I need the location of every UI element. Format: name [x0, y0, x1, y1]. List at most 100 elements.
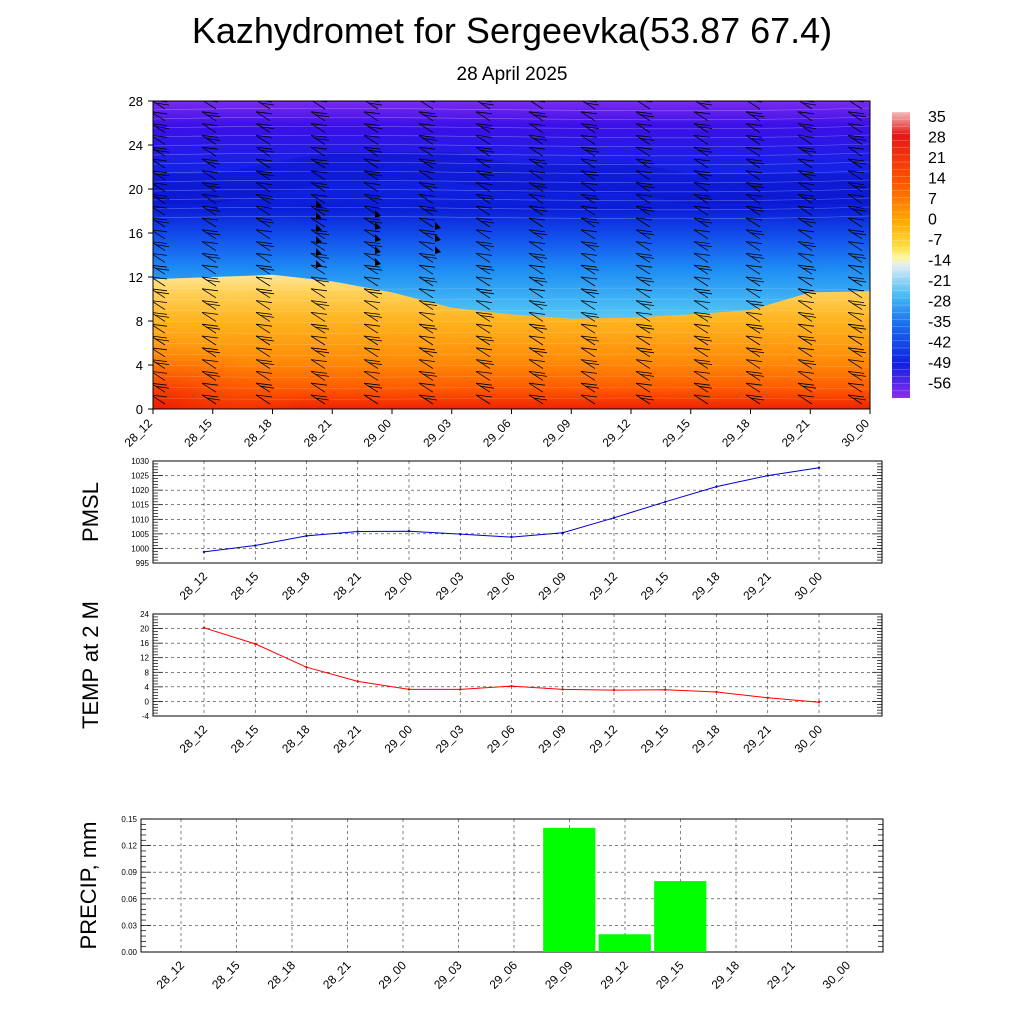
wind-barb-feather	[154, 315, 170, 318]
wind-barb-feather	[153, 265, 168, 268]
wind-barb-feather	[851, 326, 867, 330]
x-tick-label: 28_15	[228, 722, 262, 756]
wind-barb-feather	[745, 241, 763, 244]
wind-barb	[201, 382, 217, 393]
y-tick-label: 1025	[131, 472, 149, 481]
wind-barb-feather	[847, 135, 865, 138]
wind-barb-feather	[580, 300, 598, 303]
wind-barb-feather	[154, 220, 170, 224]
wind-barb-feather	[532, 185, 548, 188]
wind-barb-feather	[259, 173, 275, 177]
wind-barb-feather	[532, 114, 548, 118]
wind-barb-feather	[797, 253, 815, 256]
wind-barb-feather	[847, 359, 865, 362]
wind-barb	[693, 217, 709, 228]
wind-barb	[201, 371, 217, 381]
wind-barb-feather	[584, 126, 600, 129]
wind-barb	[255, 194, 271, 204]
wind-barb-feather	[697, 149, 713, 153]
wind-barb	[580, 146, 596, 157]
wind-barb	[363, 347, 379, 358]
wind-barb-feather	[255, 300, 273, 303]
wind-barb-feather	[847, 123, 865, 126]
wind-barb-feather	[363, 371, 381, 374]
wind-barb-feather	[363, 335, 381, 339]
wind-barb-feather	[847, 229, 865, 233]
wind-barb-feather	[697, 338, 713, 342]
wind-barb-feather	[201, 335, 219, 339]
wind-barb	[363, 264, 379, 275]
y-tick-label: 1030	[131, 457, 149, 466]
wind-barb	[745, 276, 761, 287]
wind-barb-feather	[528, 111, 546, 115]
wind-barb	[580, 229, 596, 240]
wind-barb-feather	[201, 146, 219, 150]
wind-barb	[201, 300, 217, 310]
wind-barb	[363, 146, 379, 157]
wind-barb	[797, 312, 813, 322]
wind-barb-feather	[580, 170, 598, 174]
wind-barb	[528, 111, 544, 122]
wind-barb	[635, 135, 651, 145]
wind-barb	[693, 288, 709, 299]
wind-barb	[201, 312, 217, 322]
wind-barb	[528, 335, 544, 346]
wind-barb-feather	[749, 138, 765, 141]
wind-barb-feather	[847, 276, 865, 280]
wind-pennant	[316, 236, 322, 244]
x-tick-label: 29_03	[433, 722, 467, 756]
wind-barb-feather	[639, 138, 655, 141]
wind-barb	[255, 111, 271, 122]
wind-barb-feather	[698, 101, 711, 103]
wind-barb-feather	[153, 288, 168, 292]
wind-barb-feather	[475, 264, 493, 268]
y-tick-label: 8	[136, 314, 143, 329]
wind-pennant	[316, 260, 322, 268]
wind-barb	[580, 323, 596, 334]
wind-barb-feather	[693, 123, 711, 126]
wind-barb	[201, 335, 217, 346]
wind-barb-feather	[749, 256, 765, 259]
wind-barb	[847, 323, 863, 334]
wind-barb	[797, 335, 813, 346]
wind-barb	[797, 229, 813, 240]
wind-barb-feather	[745, 170, 763, 174]
wind-barb-feather	[635, 335, 653, 339]
wind-barb-feather	[310, 111, 328, 115]
wind-barb	[635, 170, 651, 181]
wind-barb	[745, 323, 761, 334]
wind-barb	[693, 253, 709, 263]
chart-title: Kazhydromet for Sergeevka(53.87 67.4)	[191, 10, 833, 51]
wind-barb	[255, 371, 271, 381]
wind-barb	[418, 205, 434, 216]
wind-barb-feather	[314, 138, 330, 141]
wind-barb-feather	[749, 232, 765, 236]
wind-barb-feather	[314, 185, 330, 188]
wind-barb-feather	[635, 264, 653, 268]
wind-barb	[797, 194, 813, 204]
wind-barb-feather	[310, 194, 328, 197]
wind-barb-feather	[635, 135, 653, 138]
wind-barb-feather	[367, 173, 383, 177]
wind-barb-feather	[479, 173, 495, 177]
pmsl-point	[664, 500, 667, 503]
wind-barb-feather	[847, 323, 865, 327]
wind-barb	[580, 359, 596, 369]
wind-barb	[255, 217, 271, 228]
wind-barb	[797, 300, 813, 310]
wind-barb-feather	[697, 291, 713, 295]
wind-barb-feather	[797, 205, 815, 209]
wind-barb	[475, 264, 491, 275]
wind-barb-feather	[697, 315, 713, 318]
wind-barb	[528, 158, 544, 169]
wind-barb-feather	[363, 253, 381, 256]
wind-barb-feather	[153, 170, 168, 174]
wind-barb-feather	[310, 382, 328, 386]
wind-barb-feather	[310, 394, 328, 398]
wind-barb-feather	[259, 362, 275, 365]
wind-barb-feather	[797, 394, 815, 398]
wind-barb	[847, 335, 863, 346]
wind-barb	[418, 382, 434, 393]
wind-barb-feather	[153, 276, 168, 280]
